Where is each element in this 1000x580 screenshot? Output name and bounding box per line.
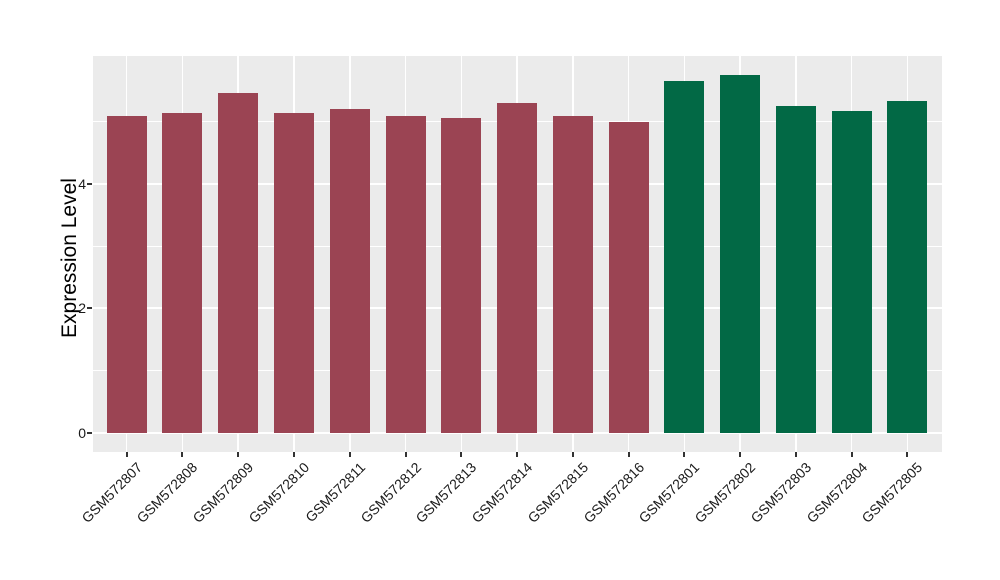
x-axis-tick xyxy=(739,452,742,457)
bar-GSM572805 xyxy=(887,100,928,433)
bar-GSM572810 xyxy=(274,112,314,433)
bar-GSM572801 xyxy=(664,80,705,433)
bar-GSM572812 xyxy=(385,116,426,433)
y-axis-tick xyxy=(87,182,92,185)
bar-GSM572803 xyxy=(775,105,816,433)
plot-panel xyxy=(93,56,942,452)
y-axis-title: Expression Level xyxy=(58,178,81,338)
x-axis-tick xyxy=(516,452,519,457)
bar-GSM572807 xyxy=(106,115,147,433)
x-axis-tick xyxy=(348,452,351,457)
y-axis-tick xyxy=(87,307,92,310)
y-axis-tick-label: 2 xyxy=(78,300,86,317)
x-axis-tick xyxy=(794,452,797,457)
bar-GSM572804 xyxy=(831,110,872,433)
x-axis-tick xyxy=(850,452,853,457)
x-axis-tick xyxy=(181,452,184,457)
bar-GSM572815 xyxy=(552,115,593,433)
x-axis-tick-label: GSM572807 xyxy=(78,459,146,526)
bar-GSM572808 xyxy=(162,112,203,433)
bar-GSM572816 xyxy=(608,122,649,433)
bar-GSM572811 xyxy=(329,108,370,433)
y-axis-tick-label: 0 xyxy=(78,424,86,441)
y-axis-tick-label: 4 xyxy=(78,175,86,192)
x-axis-tick xyxy=(460,452,463,457)
x-axis-tick xyxy=(237,452,240,457)
bar-GSM572809 xyxy=(218,93,259,433)
x-axis-tick xyxy=(293,452,295,457)
x-axis-tick xyxy=(125,452,128,457)
x-axis-tick xyxy=(571,452,574,457)
bar-GSM572814 xyxy=(497,102,538,433)
x-axis-tick xyxy=(906,452,909,457)
bar-GSM572802 xyxy=(720,74,761,433)
x-axis-tick xyxy=(404,452,407,457)
y-axis-tick xyxy=(87,431,92,434)
x-axis-tick xyxy=(627,452,630,457)
x-axis-tick xyxy=(683,452,686,457)
bar-GSM572813 xyxy=(441,117,482,433)
